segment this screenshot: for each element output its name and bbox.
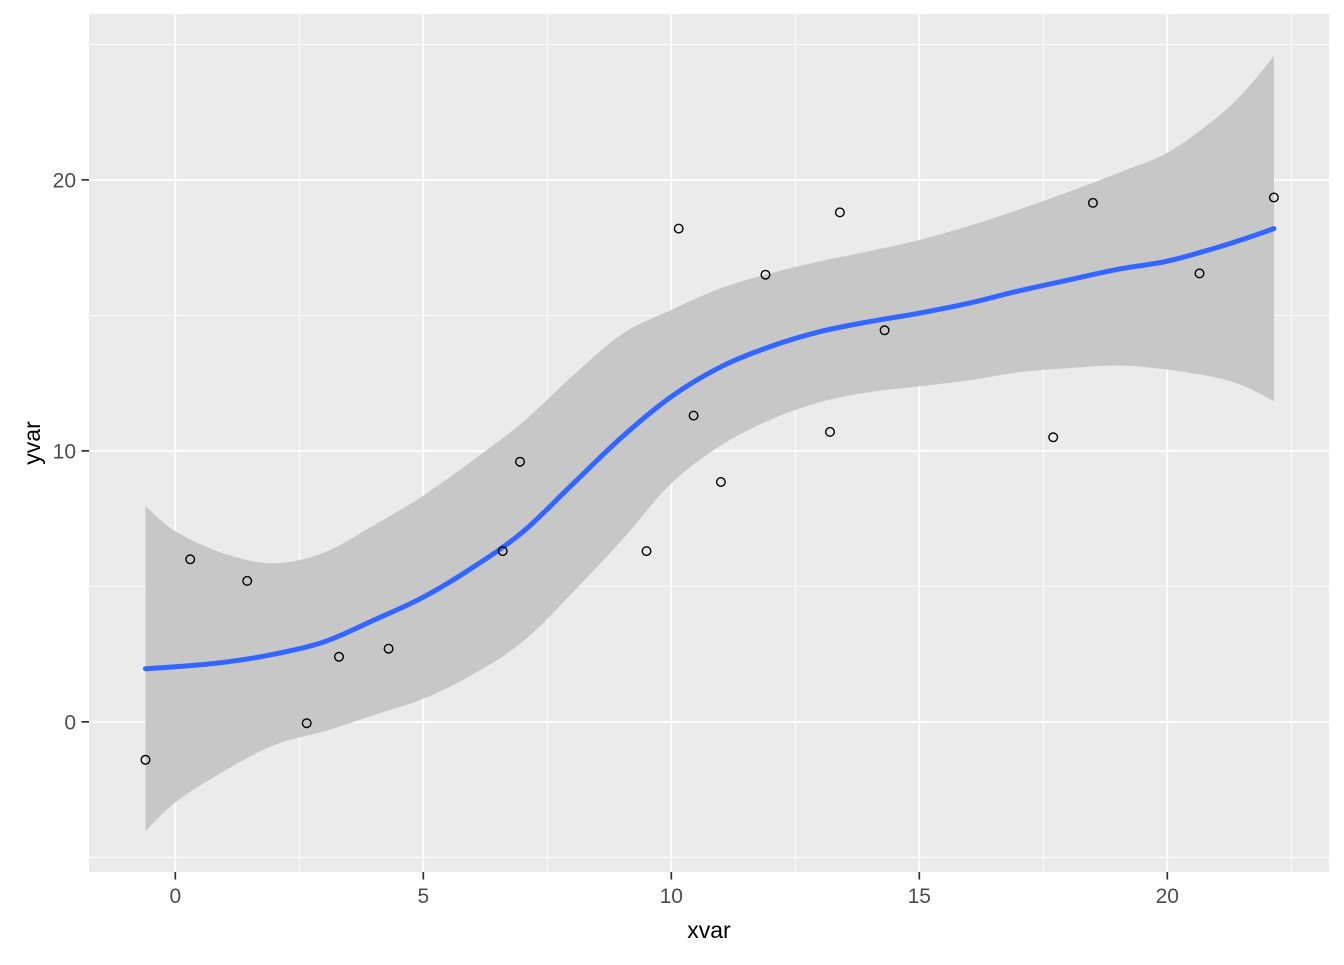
y-tick-label: 10	[53, 440, 76, 463]
data-point	[140, 754, 151, 765]
data-point	[242, 575, 253, 586]
data-point	[825, 426, 836, 437]
x-tick-label: 20	[1156, 885, 1179, 908]
confidence-band	[145, 56, 1274, 832]
y-tick-label: 20	[53, 169, 76, 192]
axis-tick-marks	[81, 179, 1169, 880]
data-point	[641, 546, 652, 557]
data-point	[879, 325, 890, 336]
x-axis-tick-labels: 0 5 10 15 20	[169, 885, 1179, 908]
data-point	[834, 207, 845, 218]
data-point	[497, 546, 508, 557]
y-axis-tick-labels: 0 10 20	[53, 169, 76, 734]
data-point	[334, 651, 345, 662]
data-points	[140, 192, 1279, 765]
x-tick-label: 15	[908, 885, 931, 908]
y-axis-title: yvar	[19, 421, 45, 465]
x-tick-label: 0	[169, 885, 181, 908]
x-tick-label: 10	[660, 885, 683, 908]
data-point	[760, 269, 771, 280]
x-tick-label: 5	[417, 885, 429, 908]
data-point	[1194, 268, 1205, 279]
data-point	[715, 477, 726, 488]
data-point	[515, 456, 526, 467]
data-point	[301, 718, 312, 729]
data-point	[185, 554, 196, 565]
data-point	[688, 410, 699, 421]
x-axis-title: xvar	[687, 917, 731, 943]
data-point	[1087, 197, 1098, 208]
data-point	[1048, 432, 1059, 443]
data-point	[1268, 192, 1279, 203]
data-point	[383, 643, 394, 654]
data-point	[673, 223, 684, 234]
loess-smooth-line	[143, 226, 1277, 672]
y-tick-label: 0	[64, 711, 76, 734]
